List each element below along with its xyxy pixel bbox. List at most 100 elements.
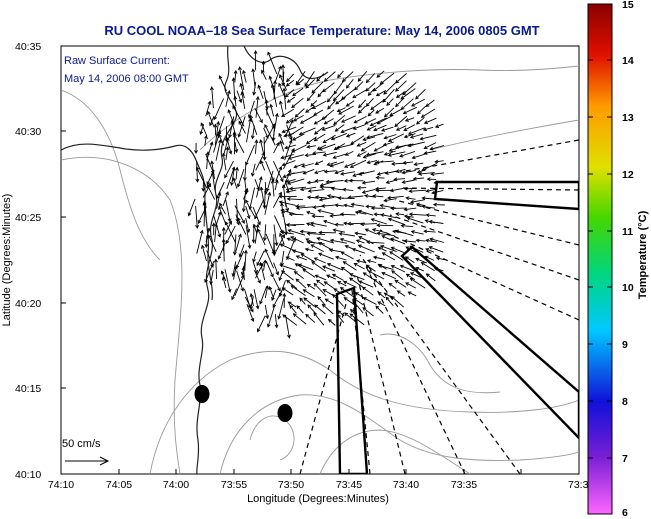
- current-vector-arrow: [244, 162, 247, 181]
- current-vector-arrow: [250, 293, 254, 307]
- current-vector-arrowhead: [375, 110, 380, 114]
- current-vector-arrowhead: [207, 110, 211, 115]
- current-vector-arrow: [225, 225, 236, 244]
- current-vector-arrow: [312, 215, 325, 218]
- current-vector-arrowhead: [256, 186, 260, 191]
- current-vector-arrow: [290, 236, 304, 244]
- current-vector-arrowhead: [250, 308, 254, 313]
- current-vector-arrowhead: [302, 268, 307, 273]
- current-vector-arrowhead: [295, 206, 300, 210]
- current-vector-arrow: [201, 245, 207, 262]
- current-vector-arrowhead: [348, 178, 353, 183]
- current-vector-arrow: [242, 70, 247, 83]
- current-vector-arrow: [350, 135, 365, 145]
- current-vector-arrowhead: [350, 140, 355, 145]
- current-vector-arrowhead: [355, 239, 360, 243]
- current-vector-arrowhead: [299, 297, 304, 302]
- y-tick-label: 40:10: [15, 469, 41, 481]
- current-vector-arrowhead: [407, 291, 412, 295]
- current-vector-arrow: [403, 161, 414, 164]
- current-vector-arrow: [269, 76, 276, 92]
- current-vector-arrow: [260, 139, 265, 155]
- current-vector-arrowhead: [228, 220, 232, 225]
- current-vector-arrowhead: [249, 305, 254, 310]
- current-vector-arrowhead: [304, 153, 309, 158]
- current-vector-arrow: [413, 177, 424, 180]
- y-tick-label: 40:25: [15, 212, 41, 224]
- current-vector-arrowhead: [343, 164, 349, 168]
- current-vector-arrow: [384, 134, 397, 139]
- current-vector-arrowhead: [256, 328, 261, 333]
- current-vector-arrow: [286, 73, 295, 82]
- current-vector-arrowhead: [326, 162, 331, 167]
- current-vector-arrowhead: [239, 82, 244, 87]
- current-vector-arrowhead: [286, 279, 291, 284]
- x-tick-label: 73:35: [451, 479, 477, 491]
- current-vector-arrow: [274, 234, 285, 254]
- current-vector-arrow: [211, 172, 216, 191]
- current-vector-arrow: [429, 246, 444, 253]
- current-vector-arrowhead: [318, 197, 323, 202]
- current-vector-arrow: [410, 199, 425, 203]
- current-vector-arrowhead: [318, 147, 323, 151]
- current-vector-arrowhead: [345, 103, 350, 107]
- current-vector-arrow: [376, 70, 385, 78]
- current-vector-arrow: [257, 229, 266, 246]
- current-vector-arrowhead: [376, 74, 381, 78]
- current-vector-arrowhead: [405, 246, 410, 250]
- current-vector-arrowhead: [233, 133, 237, 138]
- current-vector-arrowhead: [213, 123, 218, 128]
- current-vector-arrowhead: [285, 119, 290, 124]
- current-vector-arrow: [300, 230, 317, 234]
- current-vector-arrow: [291, 97, 304, 108]
- current-vector-arrowhead: [221, 226, 226, 231]
- current-vector-arrowhead: [249, 114, 254, 119]
- current-vector-arrow: [248, 100, 255, 118]
- current-vector-arrow: [214, 121, 219, 146]
- current-vector-arrowhead: [415, 120, 420, 125]
- current-vector-arrowhead: [287, 229, 292, 233]
- current-vector-arrow: [269, 286, 275, 299]
- current-vector-arrowhead: [292, 117, 298, 122]
- current-vector-arrowhead: [364, 228, 369, 232]
- current-vector-arrow: [381, 214, 397, 219]
- current-vector-arrowhead: [423, 120, 428, 124]
- current-vector-arrowhead: [317, 93, 322, 98]
- current-vector-arrowhead: [306, 195, 311, 200]
- current-vector-arrow: [366, 132, 384, 139]
- current-vector-arrow: [338, 197, 355, 200]
- current-vector-arrow: [249, 115, 258, 135]
- current-vector-arrowhead: [415, 238, 420, 243]
- current-vector-arrowhead: [323, 78, 328, 82]
- current-vector-arrowhead: [428, 245, 433, 250]
- current-vector-arrowhead: [300, 253, 305, 258]
- current-vector-arrow: [394, 178, 406, 180]
- current-vector-arrow: [335, 96, 346, 105]
- current-vector-arrow: [282, 210, 288, 233]
- current-vector-arrow: [355, 232, 367, 236]
- current-vector-arrowhead: [335, 100, 340, 105]
- current-vector-arrowhead: [268, 286, 273, 291]
- current-vector-arrowhead: [274, 179, 279, 184]
- current-vector-arrow: [373, 279, 384, 288]
- current-vector-arrowhead: [289, 186, 294, 191]
- current-vector-arrowhead: [200, 122, 205, 127]
- current-vector-arrowhead: [350, 308, 354, 313]
- colorbar-gradient: [587, 3, 613, 515]
- current-vector-arrowhead: [365, 79, 370, 84]
- current-vector-arrowhead: [343, 178, 348, 183]
- current-vector-arrowhead: [225, 239, 230, 245]
- current-vector-arrow: [341, 115, 356, 123]
- current-vector-arrowhead: [399, 264, 404, 269]
- current-vector-arrow: [222, 277, 227, 289]
- current-vector-arrow: [339, 232, 356, 237]
- current-vector-arrowhead: [299, 187, 304, 192]
- current-vector-arrowhead: [238, 233, 242, 238]
- current-vector-arrow: [403, 124, 416, 131]
- current-vector-arrow: [289, 186, 307, 190]
- current-vector-arrowhead: [271, 137, 276, 142]
- current-vector-arrow: [264, 249, 275, 269]
- current-vector-arrowhead: [314, 304, 319, 309]
- current-vector-arrowhead: [431, 190, 436, 195]
- current-vector-arrowhead: [342, 261, 347, 265]
